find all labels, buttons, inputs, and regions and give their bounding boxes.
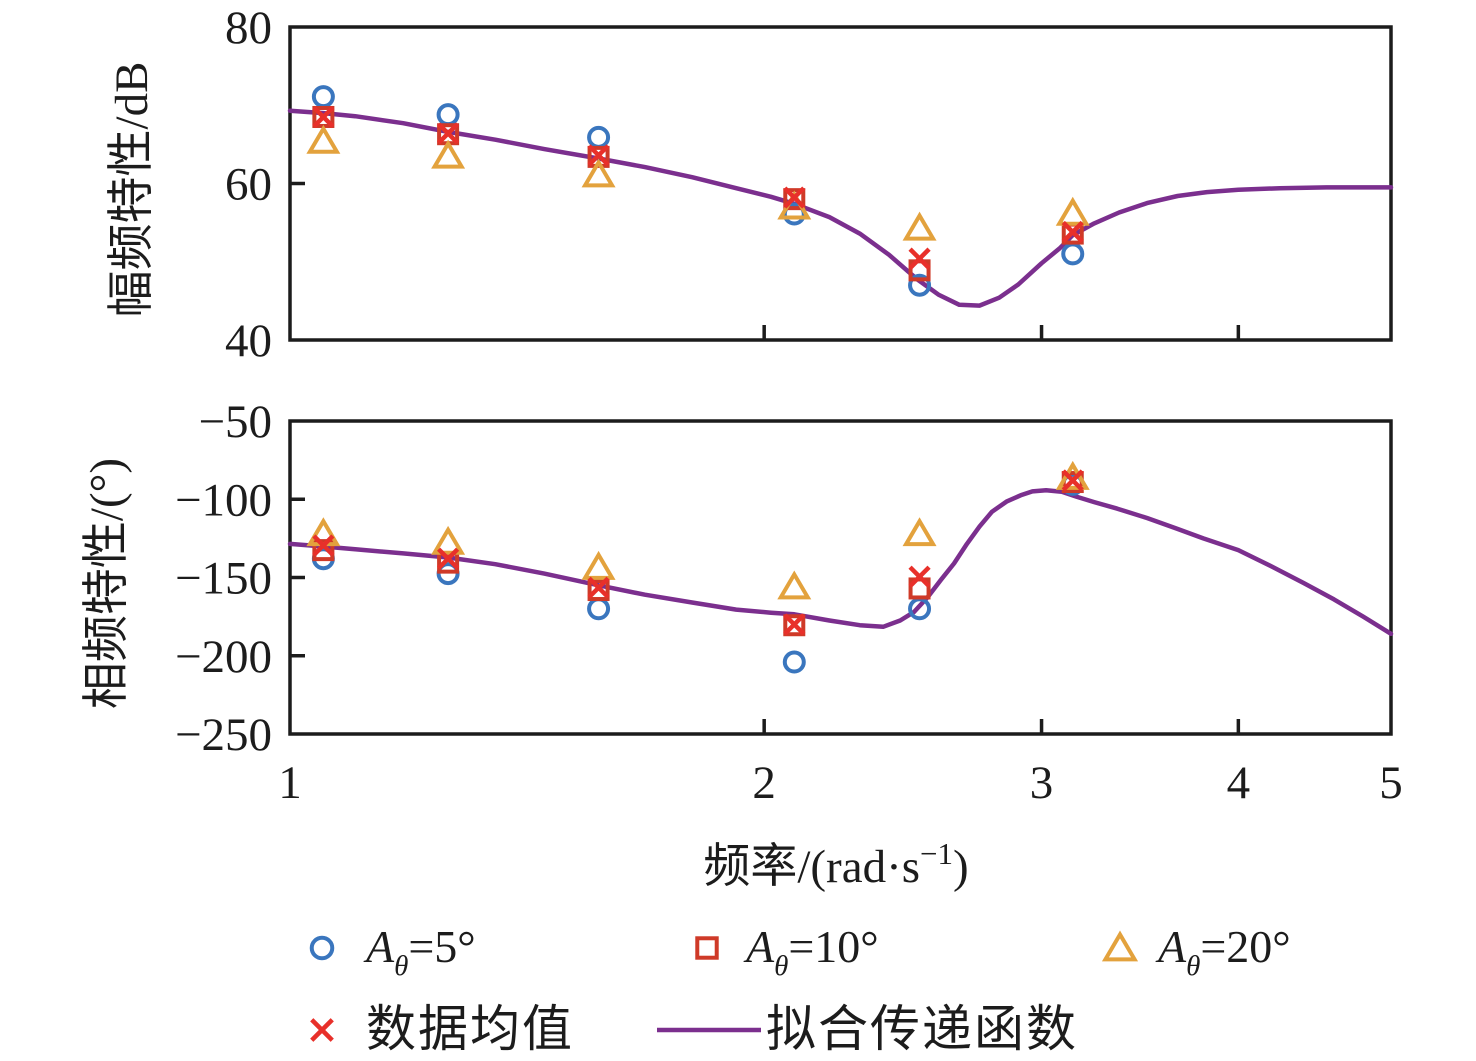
legend-label: 数据均值	[366, 1001, 574, 1057]
marker-square	[312, 539, 335, 562]
phase-series-x	[312, 469, 1084, 636]
marker-x	[1061, 220, 1084, 244]
marker-circle	[309, 935, 335, 961]
phase-series-triangle	[306, 460, 1090, 600]
legend: Aθ=5° Aθ=10° Aθ=20° 数据均值 拟合传递函数	[309, 921, 1291, 1057]
marker-triangle	[902, 517, 937, 547]
marker-circle	[908, 273, 932, 297]
magnitude-series-x	[312, 105, 1084, 270]
marker-triangle	[777, 570, 812, 600]
phase-series-circle	[311, 472, 1085, 674]
marker-x	[908, 247, 931, 270]
x-tick-label: 3	[1030, 757, 1054, 809]
marker-x	[908, 565, 931, 588]
legend-label: 拟合传递函数	[766, 1001, 1078, 1057]
marker-x	[312, 534, 335, 557]
phase-y-tick-label: −150	[175, 553, 272, 605]
phase-panel: −50 −100 −150 −200 −250 相频特性/(°)	[81, 396, 1394, 761]
marker-triangle	[581, 550, 616, 580]
magnitude-y-tick-label: 80	[225, 2, 272, 54]
marker-x	[783, 613, 806, 636]
magnitude-axis-title: 幅频特性/dB	[106, 62, 158, 318]
x-tick-labels: 1 2 3 4 5	[278, 757, 1403, 809]
magnitude-y-tick-label: 60	[225, 159, 272, 211]
marker-x	[310, 1018, 334, 1042]
marker-square	[587, 579, 610, 602]
x-axis-title: 频率/(rad·s−1)	[703, 836, 968, 893]
marker-x	[437, 122, 460, 145]
marker-triangle	[902, 211, 937, 241]
marker-circle	[587, 125, 611, 149]
marker-x	[437, 547, 460, 570]
marker-circle	[311, 85, 335, 109]
magnitude-panel: 80 60 40 幅频特性/dB	[106, 2, 1394, 367]
marker-x	[587, 144, 610, 167]
legend-item-x: 数据均值	[310, 1001, 574, 1057]
x-tick-label: 2	[752, 757, 776, 809]
legend-label: Aθ=20°	[1155, 921, 1291, 982]
x-tick-label: 5	[1379, 757, 1403, 809]
legend-item-triangle: Aθ=20°	[1101, 921, 1291, 982]
legend-item-square: Aθ=10°	[695, 921, 879, 982]
marker-x	[312, 105, 335, 129]
x-tick-label: 1	[278, 757, 302, 809]
phase-y-tick-label: −100	[175, 474, 272, 526]
magnitude-ticks	[290, 181, 1241, 340]
phase-axis-title: 相频特性/(°)	[81, 458, 133, 709]
magnitude-series-triangle	[306, 124, 1090, 241]
marker-square	[695, 936, 719, 960]
marker-triangle	[1055, 196, 1090, 226]
phase-ticks	[290, 497, 1241, 734]
marker-triangle	[431, 139, 466, 169]
marker-x	[1061, 469, 1084, 492]
marker-triangle	[306, 124, 341, 154]
phase-y-tick-label: −250	[175, 709, 272, 761]
fit-curve-phase	[287, 487, 1394, 637]
marker-circle	[782, 650, 806, 674]
magnitude-series-square	[312, 105, 1084, 282]
legend-label: Aθ=10°	[743, 921, 879, 982]
marker-circle	[436, 103, 460, 127]
marker-square	[783, 188, 806, 211]
marker-circle	[1061, 242, 1085, 266]
x-tick-label: 4	[1227, 757, 1251, 809]
marker-x	[587, 576, 610, 599]
marker-x	[783, 186, 806, 209]
marker-triangle	[1101, 930, 1139, 962]
marker-triangle	[581, 158, 616, 188]
legend-item-circle: Aθ=5°	[309, 921, 476, 982]
marker-square	[783, 614, 806, 637]
phase-y-tick-label: −200	[175, 631, 272, 683]
phase-y-tick-label: −50	[198, 396, 272, 448]
magnitude-y-tick-label: 40	[225, 315, 272, 367]
legend-label: Aθ=5°	[363, 921, 476, 982]
marker-circle	[587, 597, 611, 621]
legend-item-line: 拟合传递函数	[657, 1001, 1078, 1057]
magnitude-plot-frame	[288, 25, 1393, 342]
marker-triangle	[431, 525, 466, 555]
magnitude-series-circle	[311, 85, 1085, 297]
